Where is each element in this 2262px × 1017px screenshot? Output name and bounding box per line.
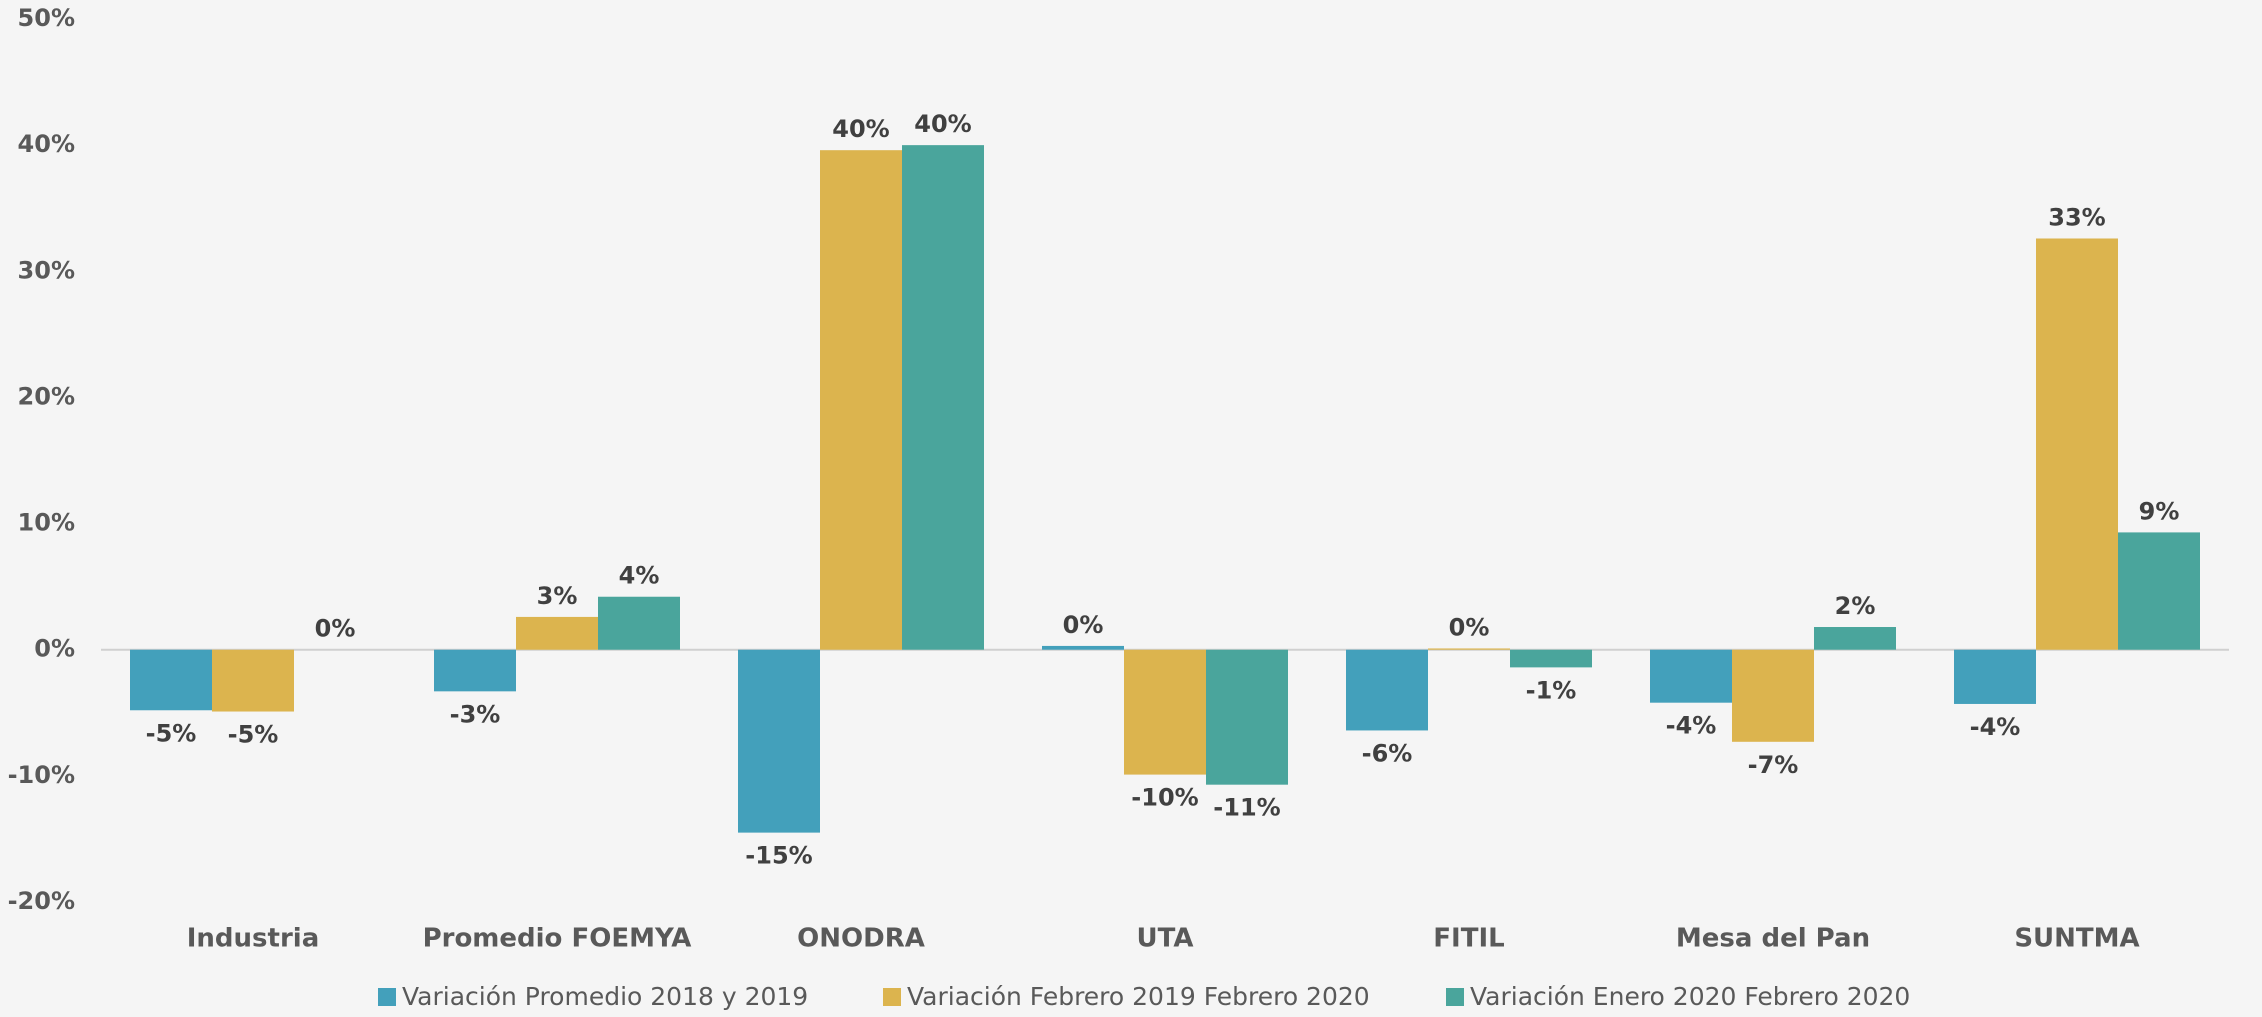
data-label: 0% — [1063, 611, 1104, 639]
bar — [738, 649, 820, 833]
y-tick-label: 30% — [18, 256, 75, 284]
data-label: 9% — [2139, 497, 2180, 525]
data-label: 40% — [832, 115, 889, 143]
x-tick-label: Promedio FOEMYA — [423, 924, 692, 954]
data-label: -6% — [1362, 739, 1413, 767]
data-label: -5% — [228, 721, 279, 749]
legend-swatch — [883, 988, 901, 1006]
data-label: -7% — [1748, 751, 1799, 779]
bar — [2036, 238, 2118, 650]
x-tick-label: FITIL — [1433, 924, 1504, 954]
bar — [1042, 645, 1124, 650]
bar — [1510, 649, 1592, 668]
y-tick-label: 50% — [18, 4, 75, 32]
y-tick-label: 0% — [34, 635, 75, 663]
bar — [434, 649, 516, 692]
data-label: -1% — [1526, 676, 1577, 704]
x-tick-label: Mesa del Pan — [1676, 924, 1870, 954]
y-tick-label: 40% — [18, 130, 75, 158]
bar — [2118, 532, 2200, 650]
data-label: -11% — [1213, 794, 1280, 822]
y-tick-label: 10% — [18, 509, 75, 537]
bar — [1346, 649, 1428, 731]
data-label: -15% — [745, 842, 812, 870]
data-label: 40% — [914, 110, 971, 138]
data-label: -10% — [1131, 784, 1198, 812]
bar — [598, 596, 680, 650]
data-label: -5% — [146, 719, 197, 747]
bar — [1428, 648, 1510, 650]
data-label: 0% — [1449, 613, 1490, 641]
bar — [212, 649, 294, 712]
y-tick-label: 20% — [18, 382, 75, 410]
legend-swatch — [1446, 988, 1464, 1006]
bar — [516, 616, 598, 650]
bar — [1206, 649, 1288, 785]
bar — [820, 150, 902, 650]
x-tick-label: Industria — [187, 924, 320, 954]
legend-swatch — [378, 988, 396, 1006]
legend-label: Variación Febrero 2019 Febrero 2020 — [907, 982, 1370, 1011]
y-tick-label: -10% — [8, 761, 75, 789]
data-label: 4% — [619, 562, 660, 590]
data-label: 0% — [315, 615, 356, 643]
data-label: 3% — [537, 582, 578, 610]
data-label: 33% — [2048, 203, 2105, 231]
bar — [1650, 649, 1732, 703]
bar — [1124, 649, 1206, 775]
legend-label: Variación Promedio 2018 y 2019 — [402, 982, 808, 1011]
x-tick-label: SUNTMA — [2014, 924, 2139, 954]
x-tick-label: UTA — [1137, 924, 1194, 954]
data-label: -4% — [1970, 713, 2021, 741]
x-tick-label: ONODRA — [797, 924, 925, 954]
data-label: 2% — [1835, 592, 1876, 620]
bar — [130, 649, 212, 711]
bar — [902, 145, 984, 650]
data-label: -3% — [450, 700, 501, 728]
data-label: -4% — [1666, 712, 1717, 740]
legend-label: Variación Enero 2020 Febrero 2020 — [1470, 982, 1910, 1011]
bar — [1954, 649, 2036, 704]
bar — [1732, 649, 1814, 742]
y-tick-label: -20% — [8, 887, 75, 915]
bar — [1814, 627, 1896, 650]
